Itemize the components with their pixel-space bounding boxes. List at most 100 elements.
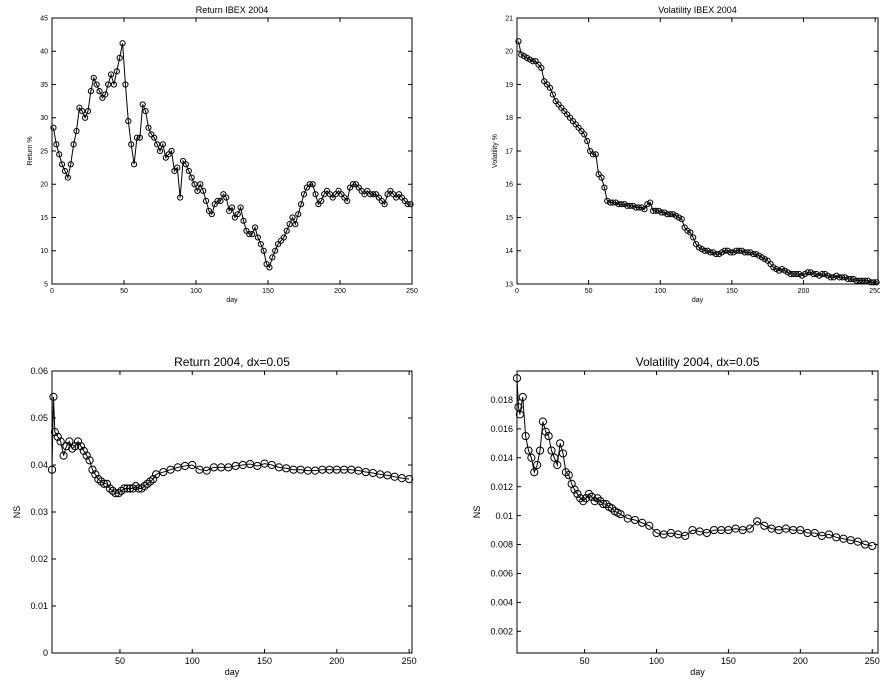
data-point xyxy=(538,64,545,71)
data-point xyxy=(156,147,164,155)
data-point xyxy=(645,521,654,530)
data-point xyxy=(49,392,58,401)
data-point xyxy=(658,209,665,216)
data-point xyxy=(867,279,874,286)
y-tick-label: 0.006 xyxy=(490,569,513,579)
data-point xyxy=(128,484,138,493)
data-point xyxy=(856,277,863,284)
data-point xyxy=(208,211,215,218)
chart-panel-4: Volatility 2004, dx=0.05 50 100 150 200 250 0.… xyxy=(472,355,880,677)
data-point xyxy=(65,437,74,446)
y-tick-label: 0.01 xyxy=(495,511,513,521)
data-point xyxy=(581,494,591,503)
data-point xyxy=(134,484,143,493)
data-point xyxy=(251,224,259,231)
data-point xyxy=(292,221,299,228)
data-point xyxy=(349,181,357,188)
data-point xyxy=(541,427,550,436)
data-point xyxy=(533,460,542,470)
x-tick-label: 0 xyxy=(515,288,519,295)
data-point xyxy=(524,446,533,455)
data-point xyxy=(202,197,210,204)
data-point xyxy=(82,451,91,460)
y-axis-label: Return % xyxy=(27,136,34,165)
data-point xyxy=(152,470,161,479)
y-tick-label: 0.002 xyxy=(490,626,513,636)
data-point xyxy=(515,38,522,45)
data-point xyxy=(727,249,734,256)
data-point xyxy=(318,197,325,204)
data-point xyxy=(50,428,59,437)
y-tick-label: 0.02 xyxy=(30,554,48,564)
x-tick-label: 250 xyxy=(865,656,880,666)
series-line xyxy=(516,378,873,547)
data-point xyxy=(70,141,77,148)
data-point xyxy=(185,167,192,175)
x-tick-label: 200 xyxy=(329,656,344,666)
y-tick-label: 0.016 xyxy=(490,424,513,434)
y-tick-label: 14 xyxy=(505,248,513,255)
data-point xyxy=(249,231,256,238)
data-point xyxy=(590,497,599,506)
plot-frame xyxy=(51,17,413,285)
data-point xyxy=(76,442,86,451)
data-point xyxy=(309,181,316,188)
data-point xyxy=(593,494,602,503)
data-point xyxy=(584,137,591,145)
data-point xyxy=(91,470,100,479)
chart-panel-3: Return 2004, dx=0.05 50 100 150 200 250 0 0.01 0… xyxy=(12,355,417,677)
data-point xyxy=(592,151,599,158)
data-point xyxy=(166,465,175,474)
data-point xyxy=(810,528,819,538)
data-point xyxy=(530,468,539,477)
data-point xyxy=(73,437,83,446)
plot-frame xyxy=(516,370,879,654)
x-tick-label: 0 xyxy=(50,288,54,295)
y-tick-label: 17 xyxy=(505,148,513,155)
data-point xyxy=(73,127,80,135)
data-point xyxy=(159,141,166,148)
data-point xyxy=(602,499,611,509)
data-point xyxy=(681,531,690,540)
x-tick-label: 200 xyxy=(334,288,346,295)
x-tick-label: 50 xyxy=(115,656,125,666)
data-point xyxy=(598,174,605,181)
data-point xyxy=(546,84,554,91)
data-point xyxy=(804,269,811,276)
chart-title: Return IBEX 2004 xyxy=(196,5,269,15)
series-line xyxy=(51,396,410,494)
data-point xyxy=(188,174,195,181)
y-axis-label: Volatility % xyxy=(492,134,499,168)
data-point xyxy=(125,484,135,493)
y-tick-label: 25 xyxy=(40,148,48,155)
data-point xyxy=(130,161,138,168)
x-tick-label: 200 xyxy=(798,288,810,295)
data-point xyxy=(844,275,852,283)
data-point xyxy=(125,117,132,125)
data-point xyxy=(521,431,530,441)
data-point xyxy=(553,460,562,470)
data-point xyxy=(97,477,106,486)
data-point xyxy=(547,446,556,455)
data-point xyxy=(237,204,244,211)
y-tick-label: 30 xyxy=(40,115,48,122)
chart-title: Volatility IBEX 2004 xyxy=(658,5,737,15)
y-tick-label: 0.008 xyxy=(490,540,513,550)
data-point xyxy=(790,270,797,278)
x-tick-label: 150 xyxy=(257,656,272,666)
data-point xyxy=(638,518,647,527)
y-tick-label: 0.05 xyxy=(30,413,48,423)
y-tick-label: 10 xyxy=(40,248,48,255)
data-point xyxy=(120,484,129,493)
y-tick-label: 40 xyxy=(40,49,48,56)
data-point xyxy=(873,279,880,286)
y-axis-label: NS xyxy=(472,506,482,519)
x-axis-label: day xyxy=(226,297,238,304)
data-point xyxy=(142,108,149,115)
data-point xyxy=(632,204,640,211)
data-point xyxy=(796,525,805,535)
data-point xyxy=(707,249,714,256)
data-point xyxy=(102,91,109,98)
x-tick-label: 250 xyxy=(406,288,418,295)
